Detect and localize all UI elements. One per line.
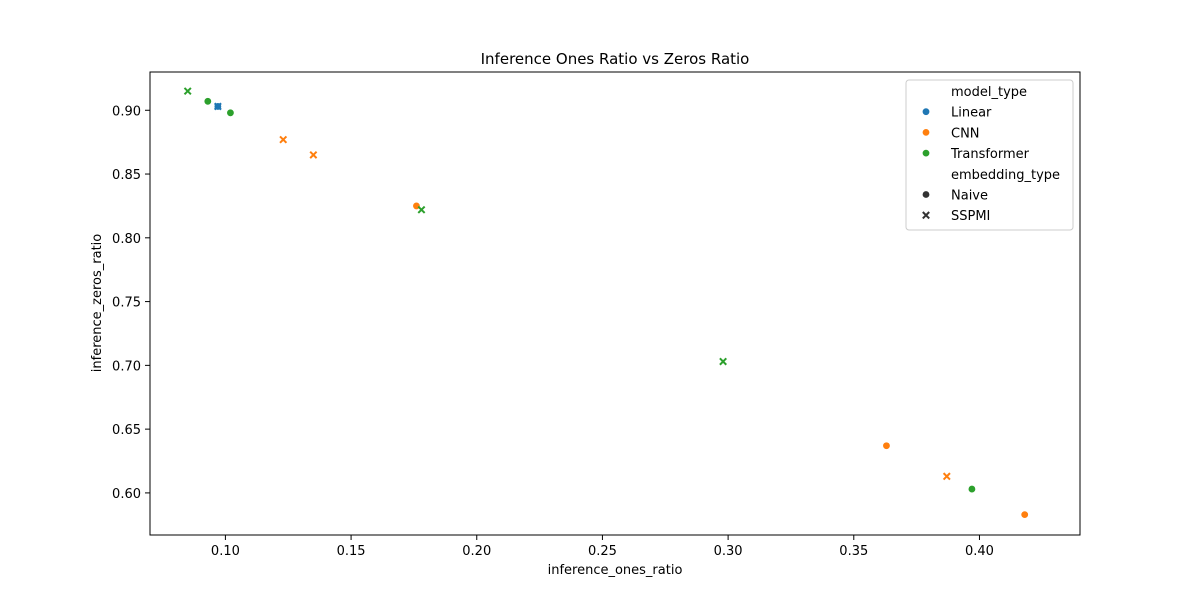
y-tick-label: 0.70 [112, 359, 141, 374]
point-cnn-naive [882, 441, 891, 450]
legend-label: Linear [951, 106, 992, 121]
legend-label: Naive [951, 189, 988, 204]
point-cnn-naive [1020, 510, 1029, 519]
y-tick-label: 0.90 [112, 104, 141, 119]
y-tick-label: 0.65 [112, 423, 141, 438]
y-tick-label: 0.80 [112, 232, 141, 247]
y-tick-label: 0.75 [112, 296, 141, 311]
point-cnn-sspmi [279, 135, 288, 144]
point-transformer-sspmi [417, 205, 426, 214]
point-transformer-naive [203, 97, 213, 106]
legend-label: Transformer [950, 147, 1030, 162]
x-tick-label: 0.15 [337, 544, 366, 559]
data-points [183, 87, 1029, 519]
x-tick-label: 0.40 [965, 544, 994, 559]
legend-marker [921, 190, 931, 199]
point-transformer-sspmi [719, 357, 727, 366]
point-cnn-sspmi [309, 150, 318, 159]
point-transformer-sspmi [183, 87, 192, 96]
x-tick-label: 0.25 [588, 544, 617, 559]
x-axis-label: inference_ones_ratio [548, 563, 683, 578]
y-tick-label: 0.60 [112, 487, 141, 502]
point-transformer-naive [967, 484, 977, 494]
x-tick-label: 0.35 [839, 544, 868, 559]
point-cnn-sspmi [942, 472, 951, 481]
legend-header: embedding_type [951, 168, 1060, 183]
y-axis-label: inference_zeros_ratio [90, 234, 105, 372]
legend: model_type Linear CNN Transformer embedding_… [905, 79, 1074, 231]
x-axis: 0.10 0.15 0.20 0.25 0.30 0.35 0.40 [211, 535, 994, 559]
point-transformer-naive [226, 108, 235, 118]
x-tick-label: 0.10 [211, 544, 240, 559]
legend-label: CNN [951, 126, 980, 141]
legend-marker [922, 211, 930, 220]
y-tick-label: 0.85 [112, 168, 141, 183]
plot-area [149, 71, 1081, 536]
legend-label: SSPMI [951, 209, 990, 224]
x-tick-label: 0.20 [462, 544, 491, 559]
chart-title: Inference Ones Ratio vs Zeros Ratio [481, 50, 750, 68]
legend-header: model_type [951, 85, 1027, 100]
x-tick-label: 0.30 [714, 544, 743, 559]
point-linear-sspmi [213, 102, 222, 111]
y-axis: 0.60 0.65 0.70 0.75 0.80 0.85 0.90 [112, 104, 150, 502]
legend-marker [921, 107, 931, 116]
legend-marker [921, 128, 931, 137]
legend-marker [921, 148, 931, 158]
legend-box [905, 79, 1074, 231]
